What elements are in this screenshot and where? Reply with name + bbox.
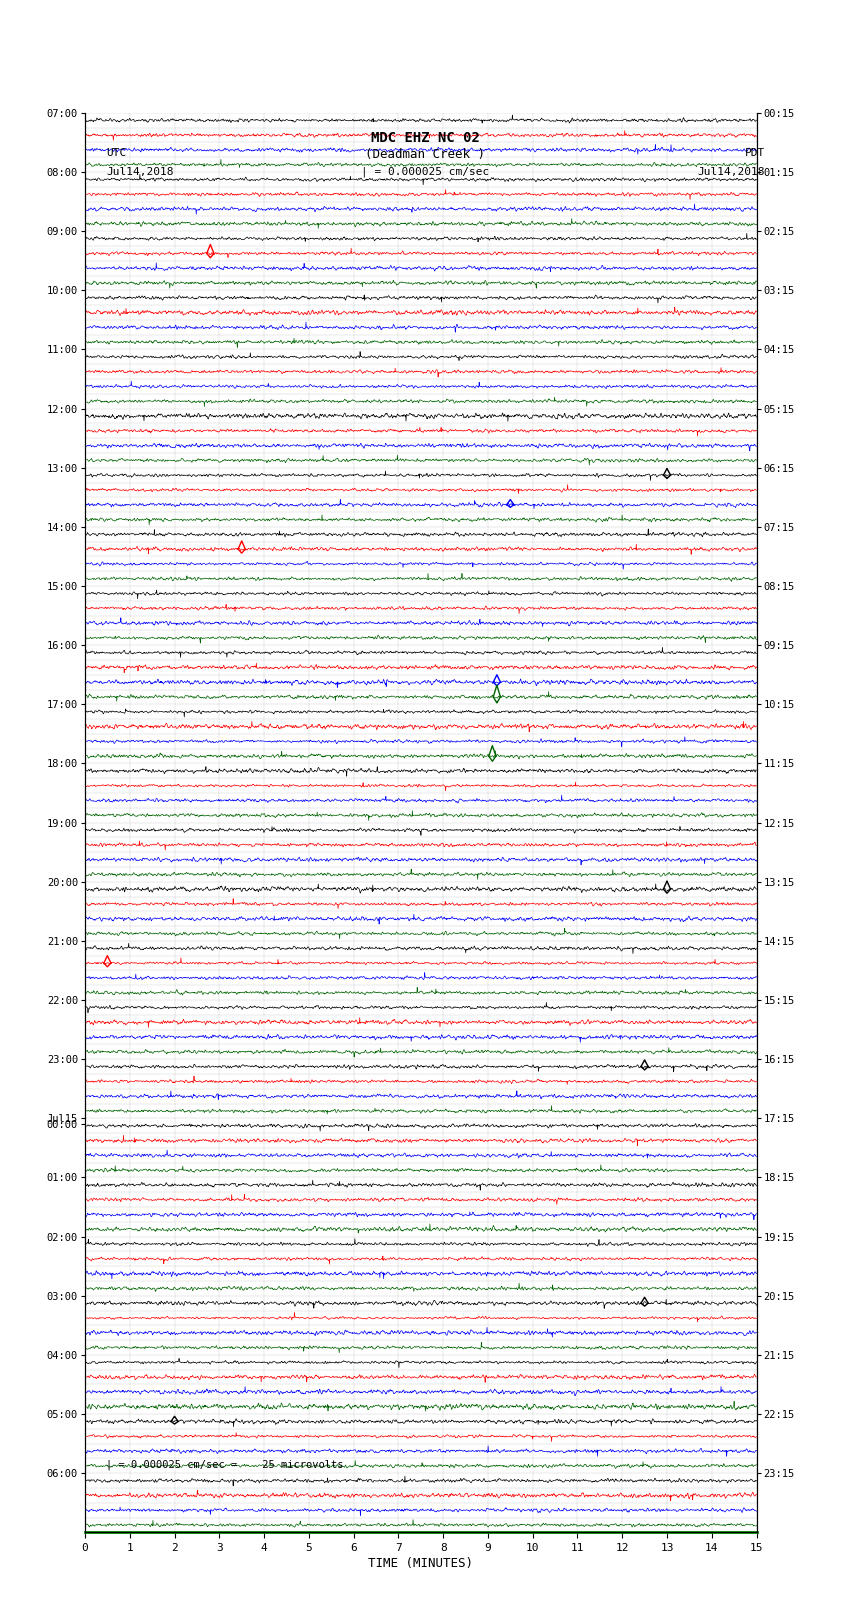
Text: PDT: PDT (745, 148, 765, 158)
Text: | = 0.000025 cm/sec: | = 0.000025 cm/sec (361, 166, 489, 177)
X-axis label: TIME (MINUTES): TIME (MINUTES) (368, 1557, 473, 1569)
Text: | = 0.000025 cm/sec =    25 microvolts: | = 0.000025 cm/sec = 25 microvolts (106, 1460, 343, 1471)
Text: Jul14,2018: Jul14,2018 (106, 168, 173, 177)
Text: (Deadman Creek ): (Deadman Creek ) (365, 148, 485, 161)
Text: MDC EHZ NC 02: MDC EHZ NC 02 (371, 131, 479, 145)
Text: Jul14,2018: Jul14,2018 (698, 168, 765, 177)
Text: UTC: UTC (106, 148, 127, 158)
